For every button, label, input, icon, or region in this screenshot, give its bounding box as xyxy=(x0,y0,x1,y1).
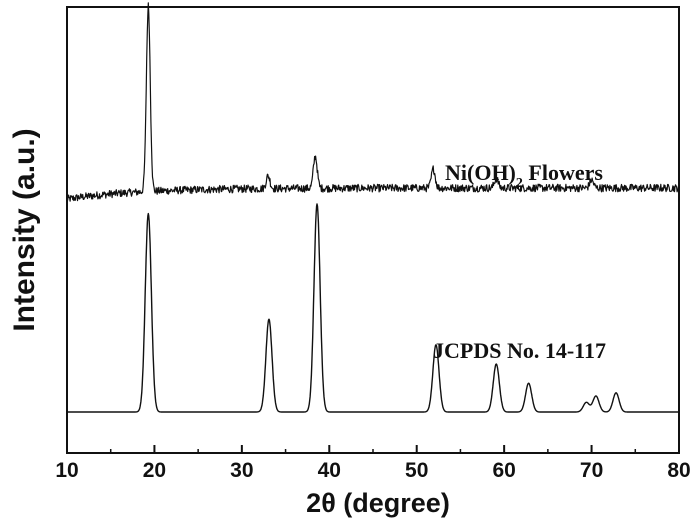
x-tick-label-60: 60 xyxy=(492,459,515,482)
x-tick-label-20: 20 xyxy=(143,459,166,482)
x-tick-label-50: 50 xyxy=(405,459,428,482)
x-tick-label-40: 40 xyxy=(318,459,341,482)
x-tick-label-70: 70 xyxy=(580,459,603,482)
x-ticks xyxy=(67,445,679,453)
plot-frame xyxy=(67,7,679,453)
x-tick-label-30: 30 xyxy=(230,459,253,482)
flowers-label-subscript: 2 xyxy=(516,176,523,191)
x-tick-labels: 10 20 30 40 50 60 70 80 xyxy=(55,459,690,482)
y-axis-title: Intensity (a.u.) xyxy=(8,128,41,331)
x-axis-title: 2θ (degree) xyxy=(306,488,450,518)
series-label-jcpds: JCPDS No. 14-117 xyxy=(433,338,606,363)
flowers-label-main: Ni(OH) xyxy=(445,160,516,185)
x-tick-label-80: 80 xyxy=(667,459,690,482)
series-line-jcpds xyxy=(67,204,679,412)
x-tick-label-10: 10 xyxy=(55,459,78,482)
flowers-label-tail: Flowers xyxy=(523,160,603,185)
